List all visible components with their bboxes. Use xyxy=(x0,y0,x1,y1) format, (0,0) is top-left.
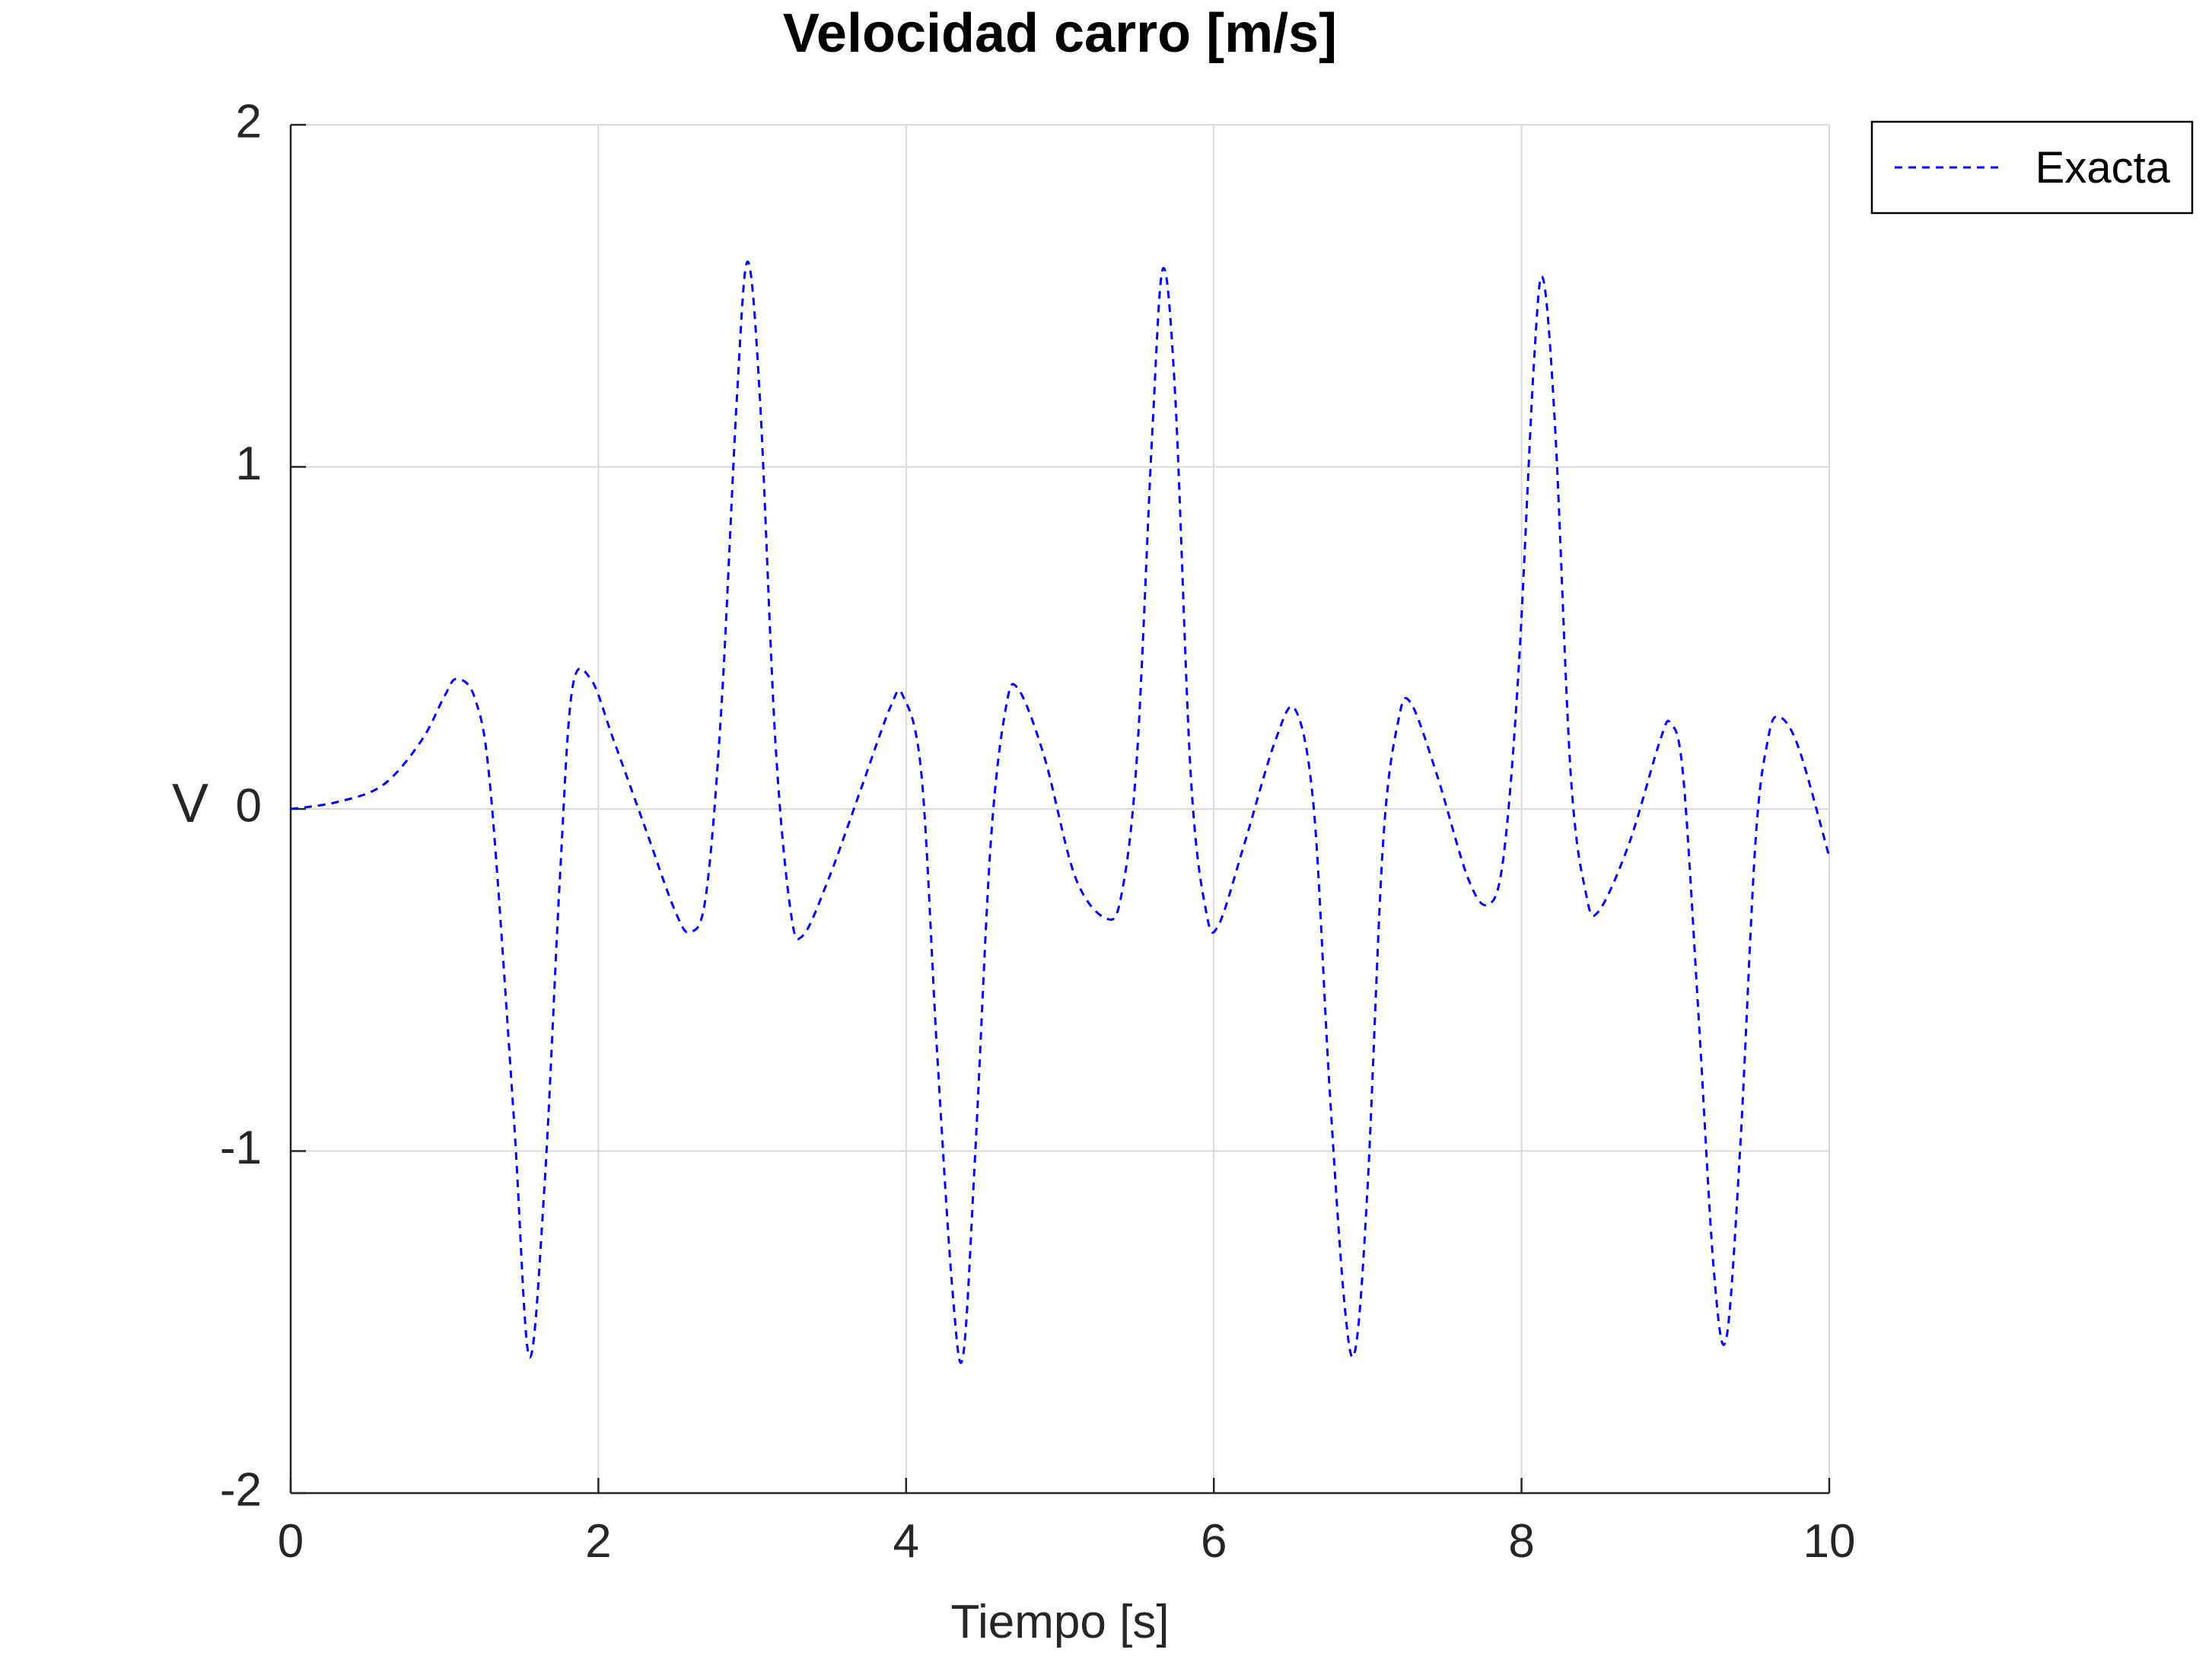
x-tick-label: 2 xyxy=(585,1515,611,1568)
y-tick-label: 1 xyxy=(236,438,262,490)
y-tick-label: -1 xyxy=(220,1122,262,1174)
legend-label: Exacta xyxy=(2035,143,2171,193)
x-ticks: 0 2 4 6 8 10 xyxy=(278,1478,1856,1568)
x-tick-label: 8 xyxy=(1508,1515,1534,1568)
legend: Exacta xyxy=(1870,120,2194,215)
y-tick-label: -2 xyxy=(220,1463,262,1516)
y-tick-label: 2 xyxy=(236,95,262,148)
series-group xyxy=(290,260,1831,1364)
chart-title: Velocidad carro [m/s] xyxy=(783,3,1337,64)
x-tick-label: 0 xyxy=(278,1515,304,1568)
y-axis-label: V xyxy=(172,773,208,834)
y-tick-label: 0 xyxy=(236,779,262,832)
x-tick-label: 4 xyxy=(893,1515,919,1568)
x-tick-label: 6 xyxy=(1201,1515,1227,1568)
x-tick-label: 10 xyxy=(1803,1515,1856,1568)
y-ticks: -2 -1 0 1 2 xyxy=(220,95,306,1516)
series-line xyxy=(290,260,1831,1364)
x-axis-label: Tiempo [s] xyxy=(950,1596,1169,1648)
